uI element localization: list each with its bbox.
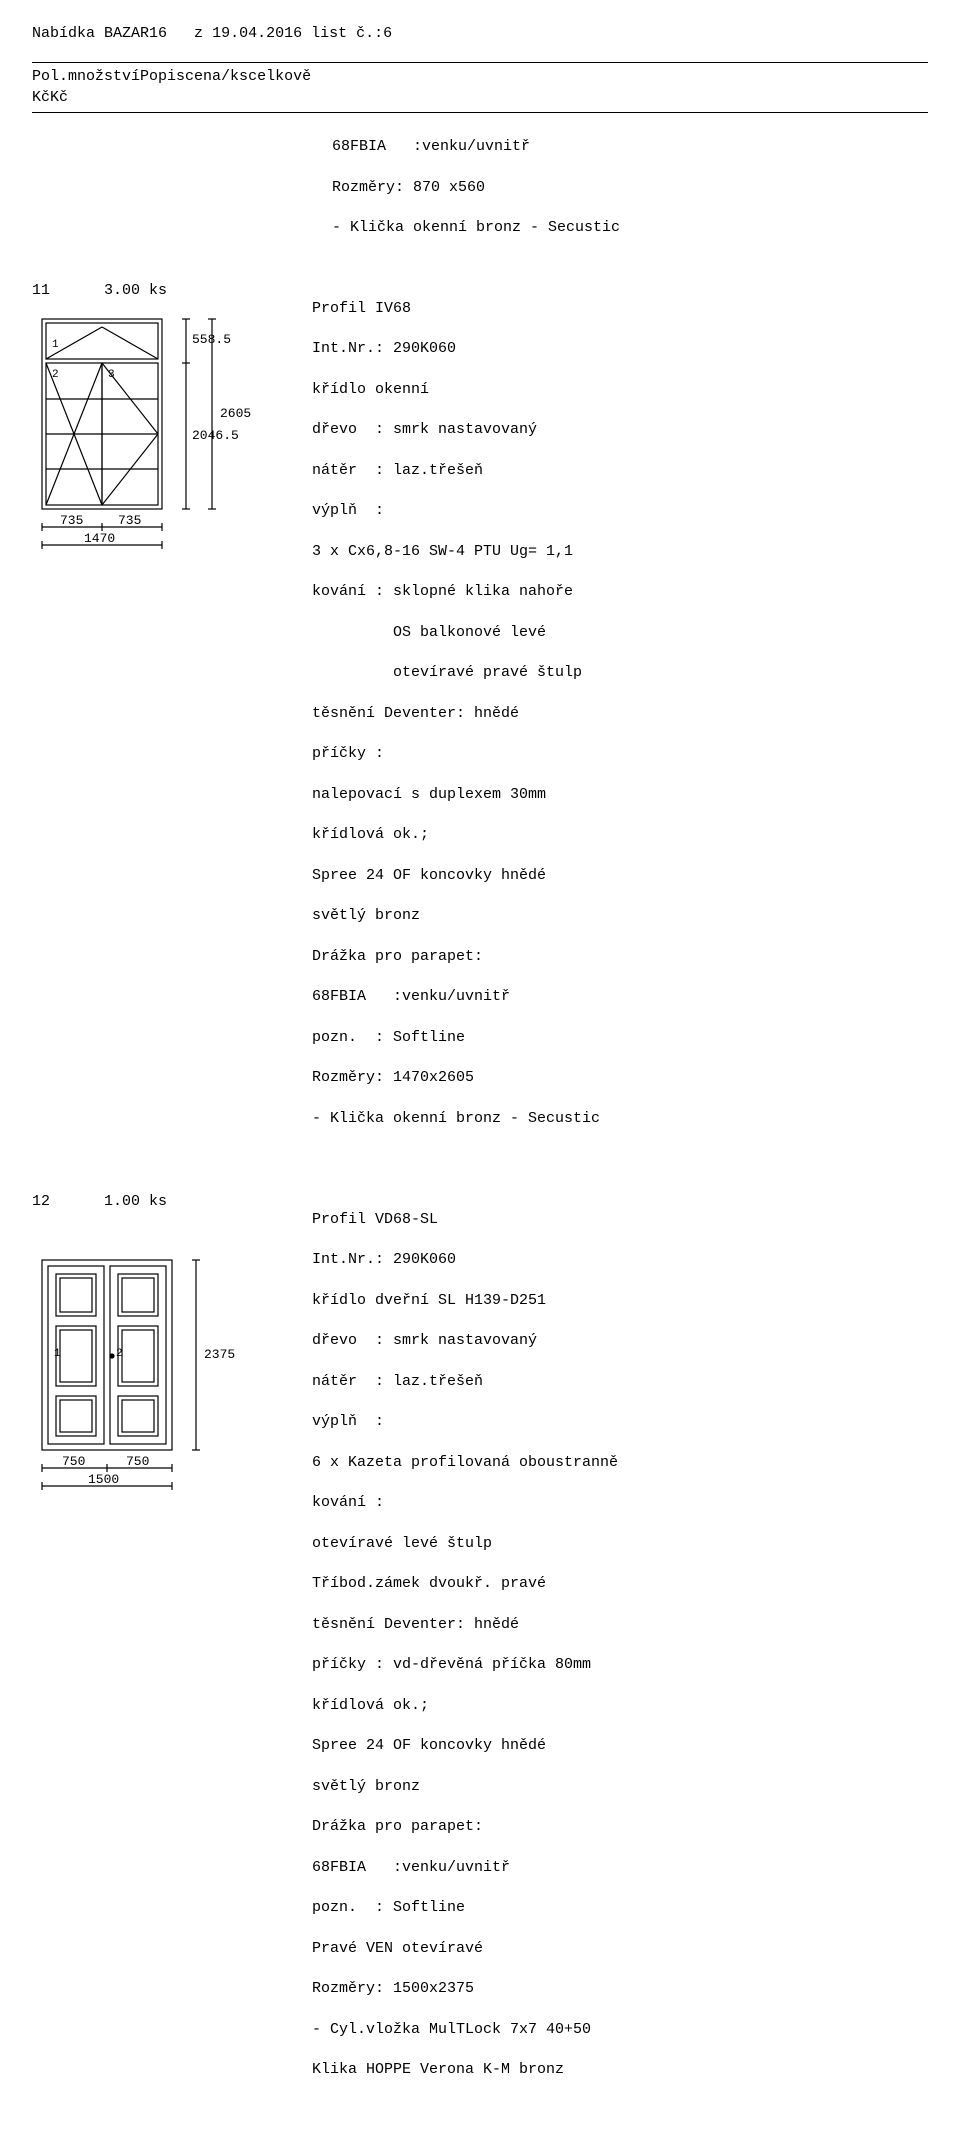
item-12-l2: dřevo : smrk nastavovaný bbox=[312, 1331, 928, 1351]
item-11-l0: Int.Nr.: 290K060 bbox=[312, 339, 928, 359]
item-12-l4: výplň : bbox=[312, 1412, 928, 1432]
item-11-l8: otevíravé pravé štulp bbox=[312, 663, 928, 683]
item-11-l12: křídlová ok.; bbox=[312, 825, 928, 845]
intro-l2: Rozměry: 870 x560 bbox=[332, 178, 928, 198]
page-header: Nabídka BAZAR16 z 19.04.2016 list č.:6 bbox=[32, 24, 928, 44]
item-12-profile: Profil VD68-SL bbox=[312, 1210, 928, 1230]
item-12-l20: Klika HOPPE Verona K-M bronz bbox=[312, 2060, 928, 2080]
item-12: 12 1.00 ks bbox=[32, 1190, 928, 2122]
svg-text:2: 2 bbox=[52, 369, 59, 381]
item-11-l1: křídlo okenní bbox=[312, 380, 928, 400]
dim12-w1: 750 bbox=[62, 1454, 85, 1469]
item-11-l4: výplň : bbox=[312, 501, 928, 521]
item-12-l7: otevíravé levé štulp bbox=[312, 1534, 928, 1554]
item-12-l6: kování : bbox=[312, 1493, 928, 1513]
item-11-head: 11 3.00 ks bbox=[32, 281, 312, 301]
item-12-l9: těsnění Deventer: hnědé bbox=[312, 1615, 928, 1635]
unit-total: Kč bbox=[50, 88, 68, 108]
dim12-w2: 750 bbox=[126, 1454, 149, 1469]
item-11-l17: pozn. : Softline bbox=[312, 1028, 928, 1048]
item-12-l1: křídlo dveřní SL H139-D251 bbox=[312, 1291, 928, 1311]
drawing-item-12: 1 2 2375 750 750 1500 bbox=[32, 1250, 272, 1510]
unit-cena: Kč bbox=[32, 88, 50, 108]
item-11-l15: Drážka pro parapet: bbox=[312, 947, 928, 967]
svg-text:1: 1 bbox=[52, 339, 59, 351]
date: 19.04.2016 bbox=[212, 25, 302, 42]
item-11-l7: OS balkonové levé bbox=[312, 623, 928, 643]
item-12-l5: 6 x Kazeta profilovaná oboustranně bbox=[312, 1453, 928, 1473]
item-11-l6: kování : sklopné klika nahoře bbox=[312, 582, 928, 602]
item-12-head: 12 1.00 ks bbox=[32, 1192, 312, 1212]
sheet-num: 6 bbox=[383, 25, 392, 42]
item-12-l8: Tříbod.zámek dvoukř. pravé bbox=[312, 1574, 928, 1594]
item-11: 11 3.00 ks 1 bbox=[32, 279, 928, 1170]
rule-cols bbox=[32, 112, 928, 113]
item-12-l17: Pravé VEN otevíravé bbox=[312, 1939, 928, 1959]
item-11-pol: 11 bbox=[32, 282, 50, 299]
item-12-l18: Rozměry: 1500x2375 bbox=[312, 1979, 928, 1999]
item-12-l10: příčky : vd-dřevěná příčka 80mm bbox=[312, 1655, 928, 1675]
item-12-l0: Int.Nr.: 290K060 bbox=[312, 1250, 928, 1270]
intro-l1: 68FBIA :venku/uvnitř bbox=[332, 137, 928, 157]
col-cena: cena/ks bbox=[185, 67, 248, 87]
item-11-qty: 3.00 ks bbox=[104, 282, 167, 299]
item-11-l16: 68FBIA :venku/uvnitř bbox=[312, 987, 928, 1007]
col-pol: Pol. bbox=[32, 67, 68, 87]
item-11-l10: příčky : bbox=[312, 744, 928, 764]
item-12-qty: 1.00 ks bbox=[104, 1193, 167, 1210]
dim-bot-h: 2046.5 bbox=[192, 428, 239, 443]
item-12-l11: křídlová ok.; bbox=[312, 1696, 928, 1716]
column-headers: Pol. množství Popis cena/ks celkově bbox=[32, 67, 928, 87]
svg-text:1: 1 bbox=[54, 1348, 61, 1360]
rule-top bbox=[32, 62, 928, 63]
item-11-desc: Profil IV68 Int.Nr.: 290K060 křídlo oken… bbox=[312, 279, 928, 1170]
item-11-l11: nalepovací s duplexem 30mm bbox=[312, 785, 928, 805]
svg-text:2: 2 bbox=[116, 1348, 123, 1360]
col-total: celkově bbox=[248, 67, 311, 87]
item-12-l16: pozn. : Softline bbox=[312, 1898, 928, 1918]
item-11-l5: 3 x Cx6,8-16 SW-4 PTU Ug= 1,1 bbox=[312, 542, 928, 562]
item-12-l3: nátěr : laz.třešeň bbox=[312, 1372, 928, 1392]
sheet-label: list č.: bbox=[311, 25, 383, 42]
item-12-desc: Profil VD68-SL Int.Nr.: 290K060 křídlo d… bbox=[312, 1190, 928, 2122]
dim-w2: 735 bbox=[118, 513, 141, 528]
item-12-l19: - Cyl.vložka MulTLock 7x7 40+50 bbox=[312, 2020, 928, 2040]
dim-total-h: 2605 bbox=[220, 406, 251, 421]
item-12-pol: 12 bbox=[32, 1193, 50, 1210]
dim12-wt: 1500 bbox=[88, 1472, 119, 1487]
item-11-l14: světlý bronz bbox=[312, 906, 928, 926]
dim-wt: 1470 bbox=[84, 531, 115, 546]
item-11-l13: Spree 24 OF koncovky hnědé bbox=[312, 866, 928, 886]
svg-text:3: 3 bbox=[108, 369, 115, 381]
item-12-l15: 68FBIA :venku/uvnitř bbox=[312, 1858, 928, 1878]
column-units: Kč Kč bbox=[32, 88, 928, 108]
dim-w1: 735 bbox=[60, 513, 83, 528]
item-11-l18: Rozměry: 1470x2605 bbox=[312, 1068, 928, 1088]
item-11-profile: Profil IV68 bbox=[312, 299, 928, 319]
item-12-l12: Spree 24 OF koncovky hnědé bbox=[312, 1736, 928, 1756]
drawing-item-11: 1 2 3 bbox=[32, 309, 272, 569]
title-left: Nabídka BAZAR16 bbox=[32, 25, 167, 42]
item-12-l14: Drážka pro parapet: bbox=[312, 1817, 928, 1837]
date-prefix: z bbox=[194, 25, 203, 42]
item-11-l19: - Klička okenní bronz - Secustic bbox=[312, 1109, 928, 1129]
item-12-l13: světlý bronz bbox=[312, 1777, 928, 1797]
intro-block: 68FBIA :venku/uvnitř Rozměry: 870 x560 -… bbox=[332, 117, 928, 259]
col-popis: Popis bbox=[140, 67, 185, 87]
dim12-h: 2375 bbox=[204, 1347, 235, 1362]
intro-l3: - Klička okenní bronz - Secustic bbox=[332, 218, 928, 238]
item-11-l3: nátěr : laz.třešeň bbox=[312, 461, 928, 481]
dim-top-h: 558.5 bbox=[192, 332, 231, 347]
item-11-l9: těsnění Deventer: hnědé bbox=[312, 704, 928, 724]
col-qty: množství bbox=[68, 67, 140, 87]
item-11-l2: dřevo : smrk nastavovaný bbox=[312, 420, 928, 440]
